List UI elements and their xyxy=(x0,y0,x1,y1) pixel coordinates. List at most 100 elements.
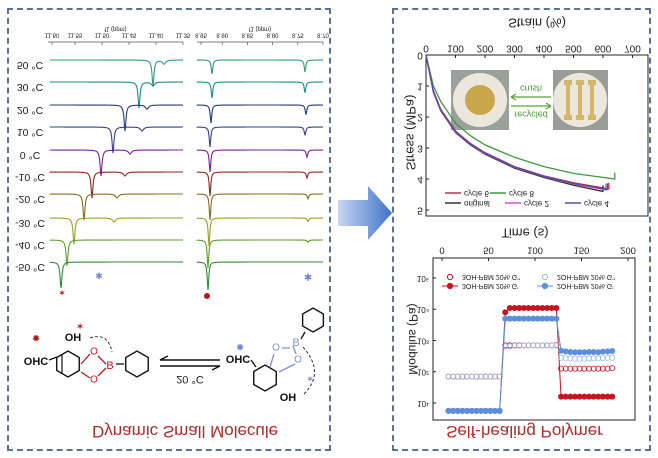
hydroxyl-label: OH xyxy=(65,332,82,344)
data-point xyxy=(445,373,452,380)
nmr-trace-right xyxy=(196,217,324,247)
asterisk-icon: ✹ xyxy=(236,340,244,351)
right-panel-title: Self-healing Polymer xyxy=(446,422,603,441)
left-panel xyxy=(7,8,331,451)
data-point xyxy=(571,355,578,362)
nmr-trace-left xyxy=(49,126,183,154)
data-point xyxy=(478,373,485,380)
data-point xyxy=(525,342,532,349)
nmr-tick-label: 11.40 xyxy=(149,31,164,37)
data-point xyxy=(604,354,611,361)
nmr-trace-right xyxy=(196,171,323,197)
process-arrows-icon xyxy=(510,93,552,110)
data-point xyxy=(482,373,489,380)
temperature-label: -30 °C xyxy=(15,217,45,229)
bond xyxy=(300,331,306,340)
x-tick-label: 100 xyxy=(447,42,464,53)
data-point xyxy=(576,365,583,372)
data-point xyxy=(539,342,546,349)
dogbone-specimen xyxy=(588,80,596,120)
data-point xyxy=(581,355,588,362)
x-tick-label: 700 xyxy=(624,42,641,53)
x-tick-label: 500 xyxy=(565,42,582,53)
data-point xyxy=(553,315,560,322)
temperature-label: 30 °C xyxy=(17,81,44,93)
nmr-trace-left xyxy=(49,193,183,221)
data-point xyxy=(548,342,555,349)
data-point xyxy=(492,373,499,380)
nmr-tick-label: 8.70 xyxy=(317,31,329,37)
nmr-trace-right xyxy=(196,193,323,221)
y-tick-label: 5 xyxy=(417,204,423,215)
bond xyxy=(97,355,107,377)
y-tick-label: 2 xyxy=(417,111,423,122)
data-point xyxy=(558,354,565,361)
data-point xyxy=(468,373,475,380)
legend-marker xyxy=(446,282,454,290)
y-tick-label: 10⁴ xyxy=(417,305,430,314)
temperature-label: -20 °C xyxy=(15,193,45,205)
data-point xyxy=(599,365,606,372)
legend-label: cycle 8 xyxy=(509,189,534,198)
y-tick-label: 10¹ xyxy=(417,399,429,408)
dogbone-specimen xyxy=(576,80,584,120)
hydroxyl-label: OH xyxy=(280,392,297,404)
x-axis-label: Time (s) xyxy=(501,226,548,241)
nmr-trace-right xyxy=(196,239,323,269)
data-point xyxy=(562,365,569,372)
legend-marker xyxy=(541,273,549,281)
data-point xyxy=(581,365,588,372)
bond xyxy=(48,356,58,361)
data-point xyxy=(464,373,471,380)
data-point xyxy=(502,309,509,316)
nmr-trace-right xyxy=(196,59,323,75)
crush-label: crush xyxy=(520,84,542,94)
data-point xyxy=(595,365,602,372)
bond xyxy=(250,359,257,368)
data-point xyxy=(599,355,606,362)
temperature-label: -10 °C xyxy=(15,171,45,183)
x-tick-label: 600 xyxy=(595,42,612,53)
oxygen-label: O xyxy=(90,375,98,386)
aldehyde-label: OHC xyxy=(226,354,251,366)
nmr-trace-right xyxy=(196,126,323,148)
legend-label: cycle 6 xyxy=(464,189,489,198)
nmr-axis-label: f1 (ppm) xyxy=(104,25,126,31)
temperature-label: 20 °C xyxy=(17,104,44,116)
aldehyde-label: OHC xyxy=(24,356,49,368)
series-line-cycle-4 xyxy=(425,54,609,191)
data-point xyxy=(609,348,616,355)
data-point xyxy=(604,365,611,372)
data-point xyxy=(571,365,578,372)
nmr-tick-label: 8.80 xyxy=(267,31,279,37)
x-tick-label: 400 xyxy=(536,42,553,53)
legend-marker xyxy=(446,273,454,281)
data-point xyxy=(553,342,560,349)
data-point xyxy=(576,355,583,362)
data-point xyxy=(567,355,574,362)
data-point xyxy=(511,342,518,349)
x-tick-label: 0 xyxy=(439,244,444,255)
asterisk-icon: ✱ xyxy=(304,270,312,281)
x-tick-label: 150 xyxy=(574,244,590,255)
nmr-tick-label: 11.45 xyxy=(122,31,137,37)
condition-label: 20 °C xyxy=(176,373,204,385)
nmr-tick-label: 8.75 xyxy=(292,31,304,37)
data-point xyxy=(459,373,466,380)
nmr-tick-label: 11.50 xyxy=(95,31,110,37)
data-point xyxy=(502,343,509,350)
crushed-polymer xyxy=(465,85,495,115)
legend-label: cycle 2 xyxy=(524,199,549,208)
legend-label: 2OH-PBM 20% G' xyxy=(557,282,614,289)
x-axis-label: Strain (%) xyxy=(508,16,566,31)
y-tick-label: 10⁵ xyxy=(417,274,429,283)
oxygen-label: O xyxy=(90,347,98,358)
left-panel-title: Dynamic Small Molecule xyxy=(92,422,279,441)
asterisk-icon: ✱ xyxy=(95,271,103,281)
x-tick-label: 50 xyxy=(483,244,494,255)
temperature-label: 50 °C xyxy=(17,59,44,71)
data-point xyxy=(454,373,461,380)
y-tick-label: 3 xyxy=(417,142,423,153)
star-icon: ✶ xyxy=(58,288,66,298)
